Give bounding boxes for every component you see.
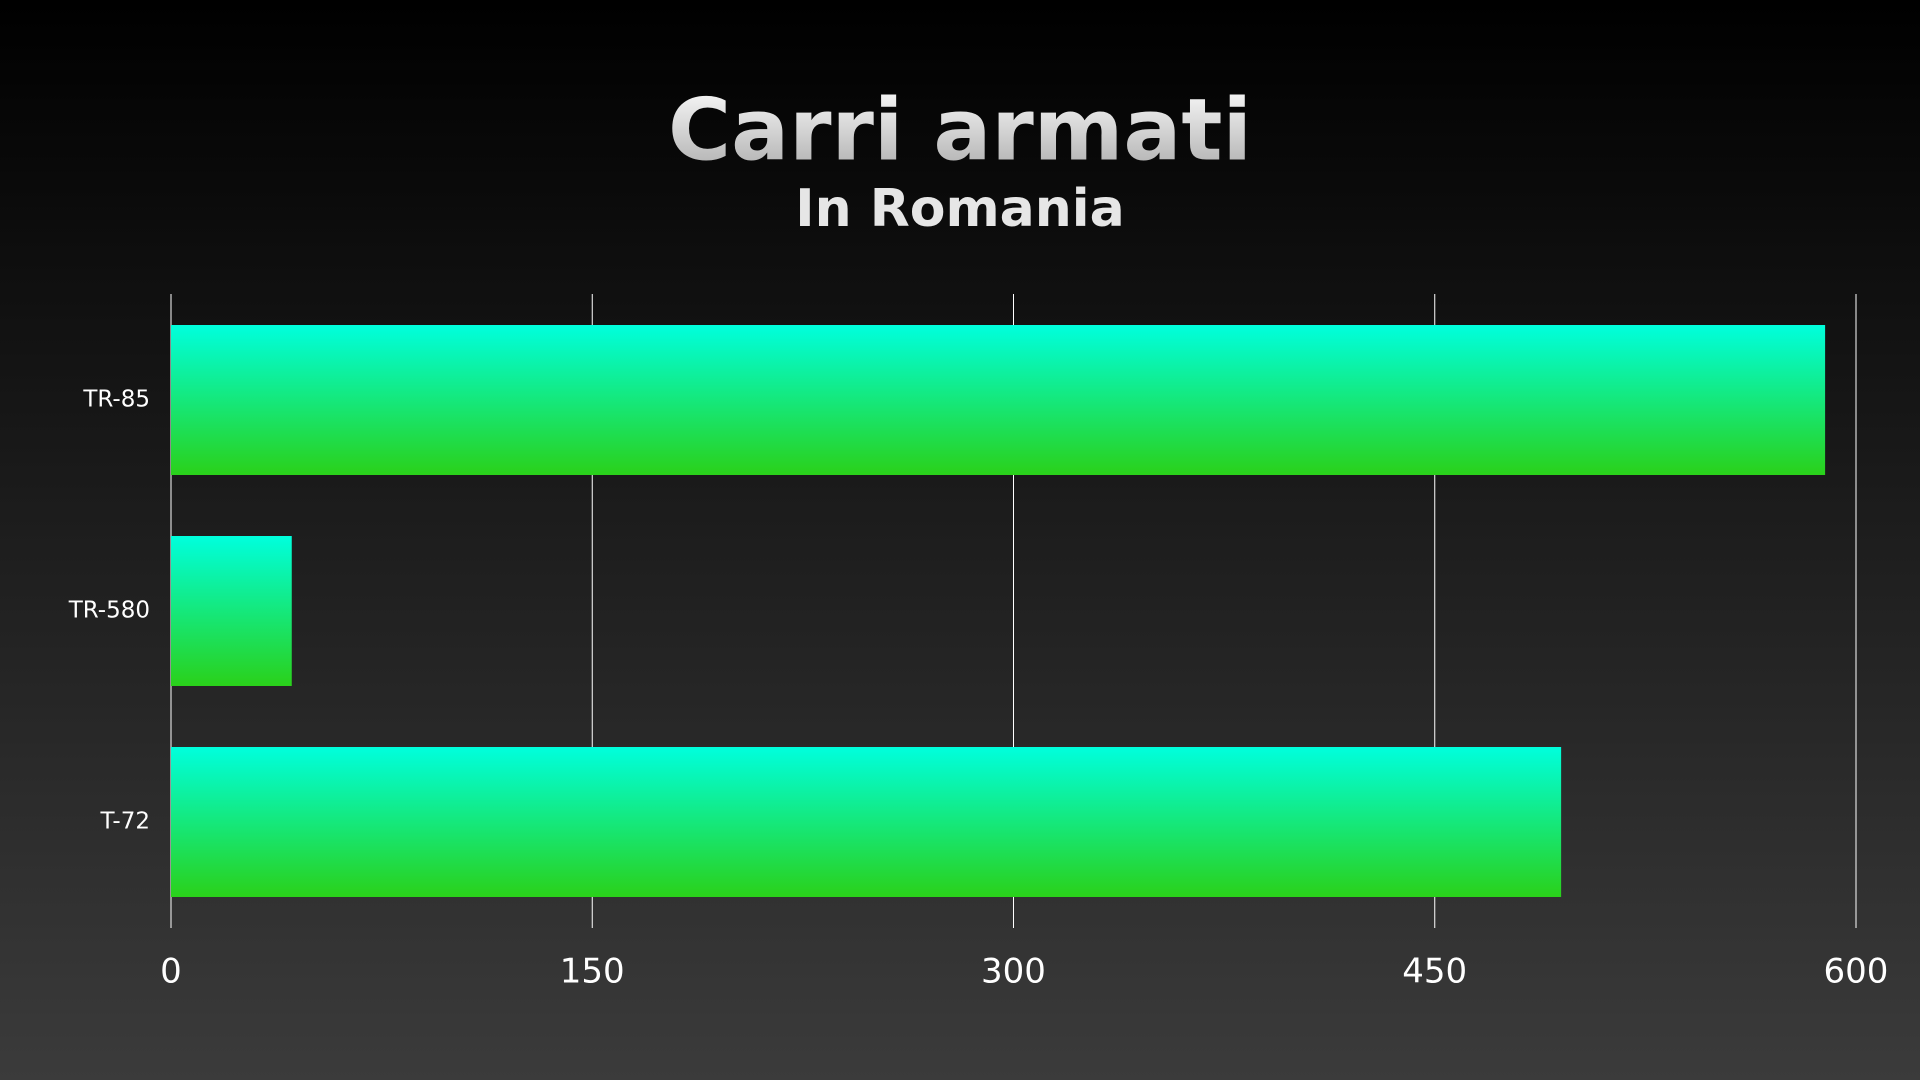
x-tick-label: 300 xyxy=(981,952,1046,992)
bar xyxy=(171,536,292,686)
x-tick-label: 0 xyxy=(160,952,182,992)
x-tick-label: 150 xyxy=(560,952,625,992)
chart-subtitle: In Romania xyxy=(795,179,1124,239)
y-tick-label: TR-85 xyxy=(82,387,150,413)
x-tick-label: 600 xyxy=(1824,952,1889,992)
y-tick-label: TR-580 xyxy=(68,598,150,624)
chart-title: Carri armati xyxy=(668,80,1252,180)
bar xyxy=(171,325,1826,475)
y-tick-label: T-72 xyxy=(99,809,150,835)
x-tick-label: 450 xyxy=(1402,952,1467,992)
bar xyxy=(171,747,1562,897)
